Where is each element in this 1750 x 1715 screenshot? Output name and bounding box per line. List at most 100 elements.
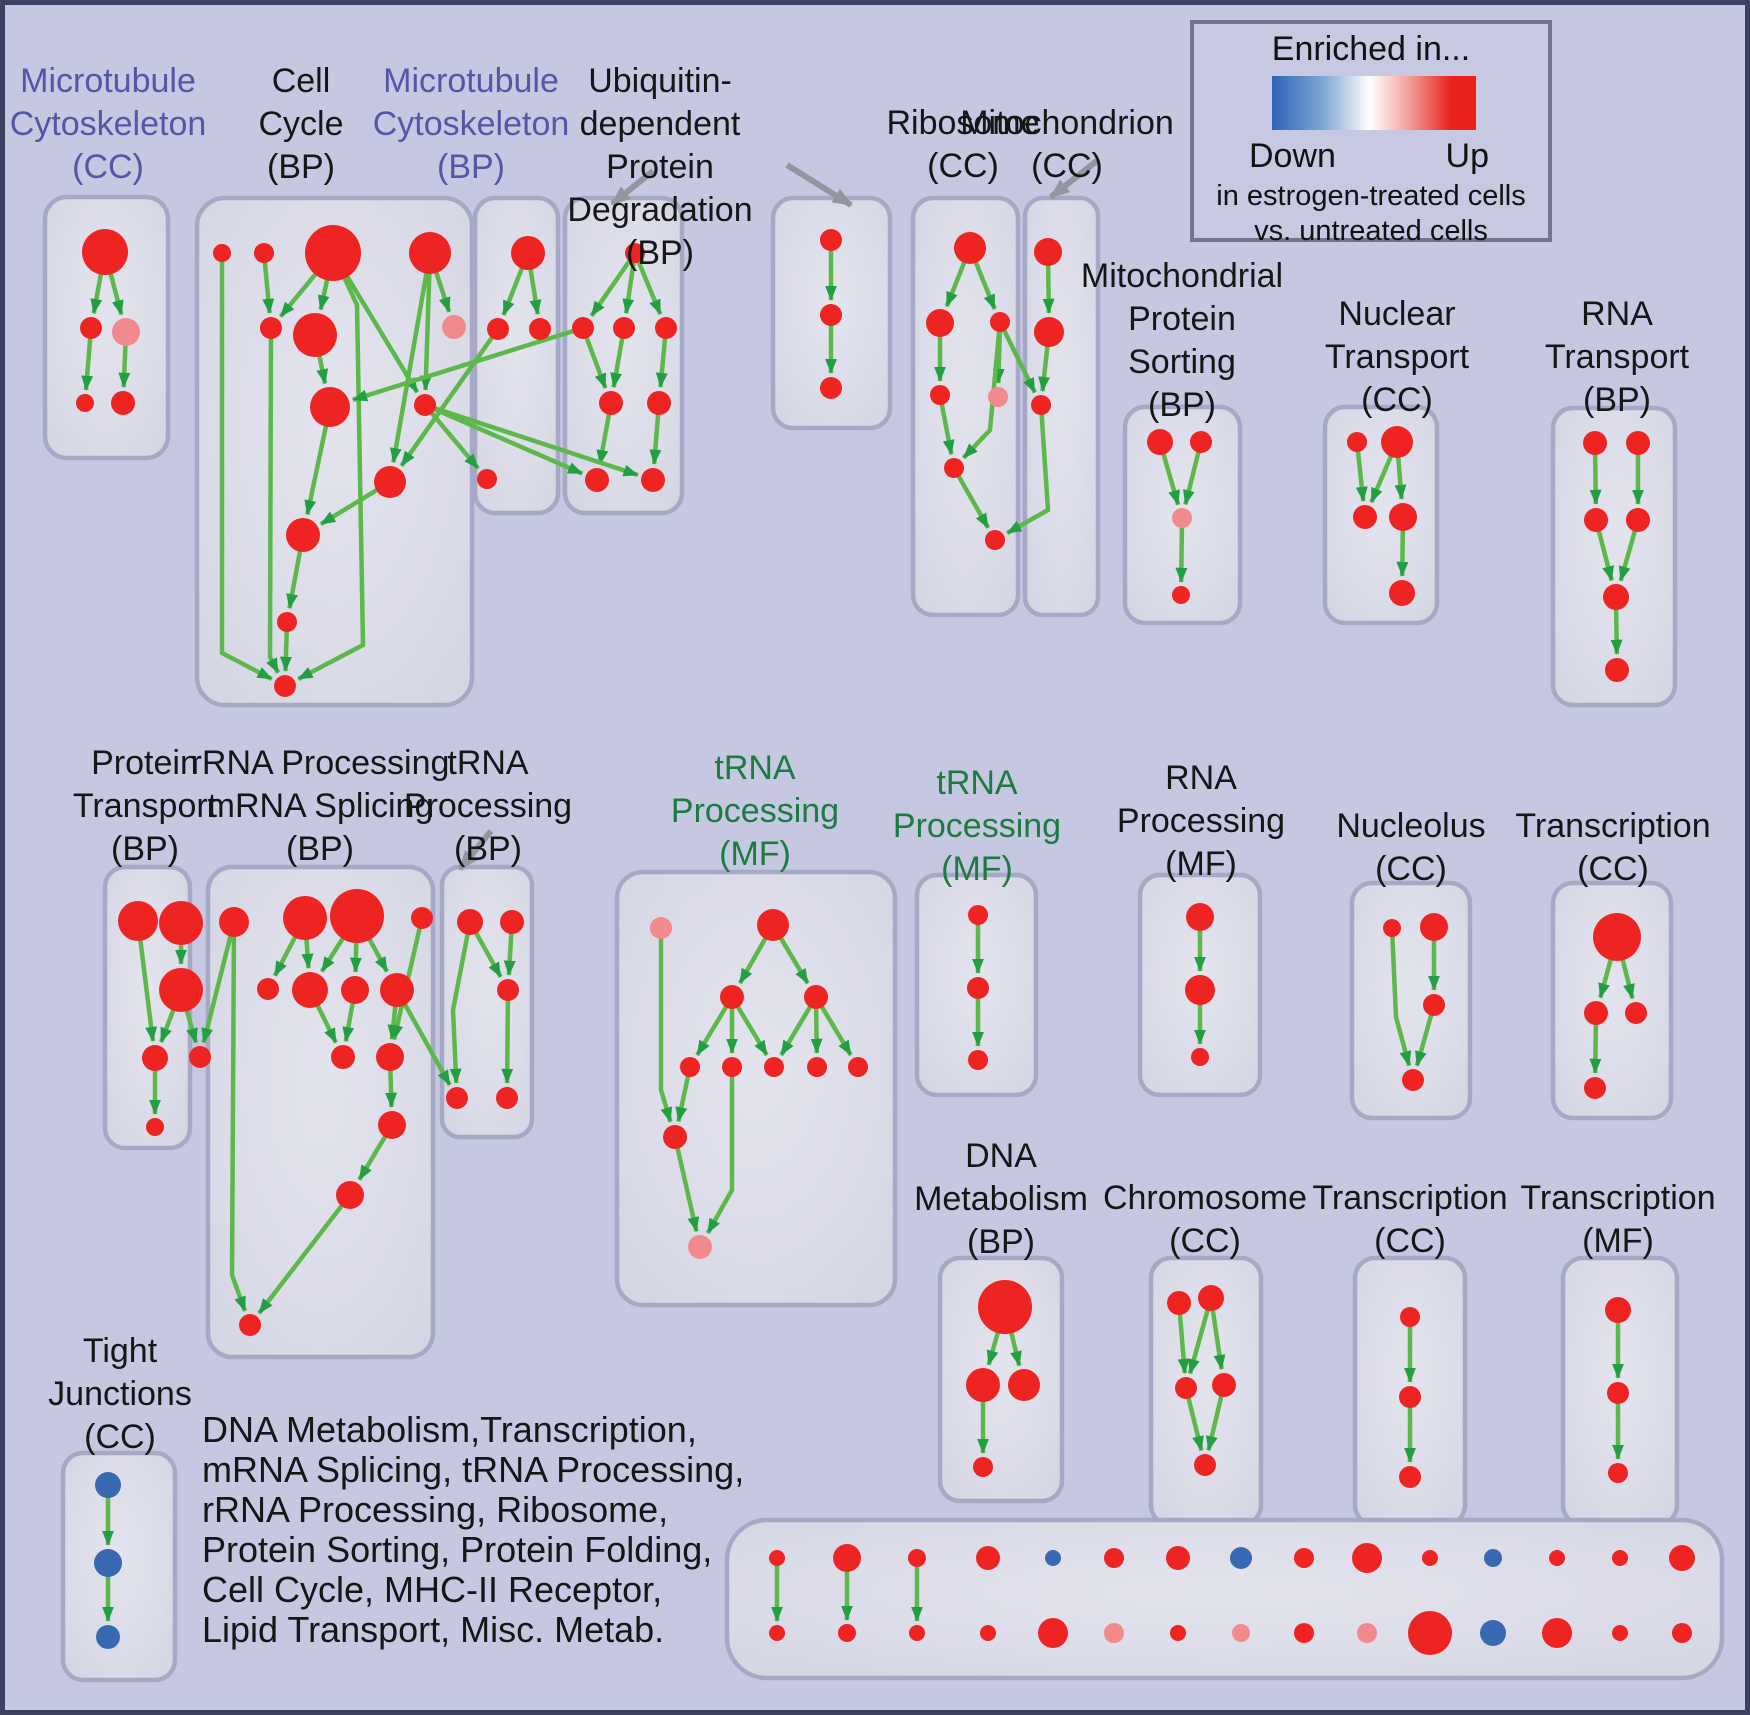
go-term-node <box>219 907 249 937</box>
go-term-node <box>331 1045 355 1069</box>
edge-nucleolus <box>1389 927 1412 1067</box>
go-term-node <box>985 530 1005 550</box>
go-term-node <box>688 1235 712 1259</box>
go-term-node <box>239 1314 261 1336</box>
go-term-node <box>988 387 1008 407</box>
go-term-node <box>572 317 594 339</box>
go-term-node <box>94 1549 122 1577</box>
go-term-node <box>411 907 433 929</box>
go-term-node <box>1584 1001 1608 1025</box>
go-term-node <box>973 1457 993 1477</box>
go-term-node <box>804 985 828 1009</box>
go-term-node <box>1230 1547 1252 1569</box>
go-term-node <box>1294 1548 1314 1568</box>
go-term-node <box>944 458 964 478</box>
go-term-node <box>613 317 635 339</box>
go-term-node <box>1603 584 1629 610</box>
legend-subtitle-1: in estrogen-treated cells <box>1216 180 1526 212</box>
go-term-node <box>585 468 609 492</box>
edge-cell-cycle <box>266 327 281 674</box>
go-term-node <box>1381 426 1413 458</box>
go-term-node <box>529 318 551 340</box>
go-term-node <box>111 391 135 415</box>
go-term-node <box>1191 1048 1209 1066</box>
cluster-box-rrna-processing <box>205 864 436 1360</box>
go-term-node <box>213 244 231 262</box>
go-term-node <box>1612 1550 1628 1566</box>
go-term-node <box>908 1549 926 1567</box>
go-term-node <box>146 1118 164 1136</box>
go-term-node <box>1166 1546 1190 1570</box>
legend-subtitle-2: vs. untreated cells <box>1254 215 1488 247</box>
network-diagram <box>42 157 1725 1683</box>
go-term-node <box>1383 919 1401 937</box>
go-term-node <box>1198 1285 1224 1311</box>
go-term-node <box>769 1550 785 1566</box>
go-term-node <box>1008 1369 1040 1401</box>
go-term-node <box>1593 913 1641 961</box>
edge-ubiquitin-left <box>622 252 638 314</box>
go-term-node <box>966 1368 1000 1402</box>
cross-edge <box>201 921 237 1044</box>
go-term-node <box>978 1280 1032 1334</box>
go-term-node <box>1190 431 1212 453</box>
go-term-node <box>511 236 545 270</box>
cross-edge <box>352 325 584 402</box>
cluster-box-misc-metab-strip <box>724 1517 1725 1681</box>
go-term-node <box>625 243 645 263</box>
go-term-node <box>96 1625 120 1649</box>
go-term-node <box>599 391 623 415</box>
go-term-node <box>1672 1623 1692 1643</box>
go-term-node <box>1147 429 1173 455</box>
go-term-node <box>1608 1463 1628 1483</box>
go-term-node <box>380 973 414 1007</box>
go-term-node <box>1034 238 1062 266</box>
go-term-node <box>257 978 279 1000</box>
cluster-box-nuclear-transport <box>1322 404 1440 626</box>
legend-up-label: Up <box>1445 137 1489 175</box>
go-term-node <box>189 1046 211 1068</box>
go-term-node <box>1294 1623 1314 1643</box>
go-term-node <box>954 232 986 264</box>
go-term-node <box>159 901 203 945</box>
misc-categories-annotation: DNA Metabolism,Transcription, mRNA Splic… <box>202 1409 745 1650</box>
legend-gradient-bar <box>1272 76 1476 130</box>
edge-cell-cycle <box>389 252 433 464</box>
go-term-node <box>720 985 744 1009</box>
go-term-node <box>1186 903 1214 931</box>
go-term-node <box>757 909 789 941</box>
go-term-node <box>80 317 102 339</box>
go-term-node <box>1038 1618 1068 1648</box>
go-term-node <box>641 468 665 492</box>
go-term-node <box>1347 432 1367 452</box>
go-term-node <box>254 243 274 263</box>
cross-edge <box>1006 404 1051 536</box>
go-term-node <box>1408 1611 1452 1655</box>
go-term-node <box>305 225 361 281</box>
go-term-node <box>310 387 350 427</box>
cluster-box-rna-transport <box>1550 405 1678 708</box>
go-term-node <box>1194 1454 1216 1476</box>
edge-trna-bp <box>449 921 473 1084</box>
cross-edge <box>395 988 452 1086</box>
legend-down-up-row: Down Up <box>1249 137 1489 176</box>
go-term-node <box>374 466 406 498</box>
go-term-node <box>1232 1624 1250 1642</box>
edge-ribosome <box>937 394 955 456</box>
go-term-node <box>764 1057 784 1077</box>
go-term-node <box>1031 395 1051 415</box>
go-term-node <box>820 229 842 251</box>
edge-ubiquitin-left <box>632 252 663 315</box>
cross-edge <box>424 402 584 476</box>
go-term-node <box>680 1057 700 1077</box>
go-term-node <box>838 1624 856 1642</box>
go-term-node <box>1480 1620 1506 1646</box>
go-term-node <box>1583 431 1607 455</box>
go-term-node <box>1172 586 1190 604</box>
go-term-node <box>1172 508 1192 528</box>
cluster-box-transcription-cc-mid <box>1550 880 1674 1121</box>
edge-cell-cycle <box>219 253 273 681</box>
edge-ribosome <box>952 466 991 529</box>
go-term-node <box>457 909 483 935</box>
cluster-box-nucleolus <box>1349 880 1473 1121</box>
